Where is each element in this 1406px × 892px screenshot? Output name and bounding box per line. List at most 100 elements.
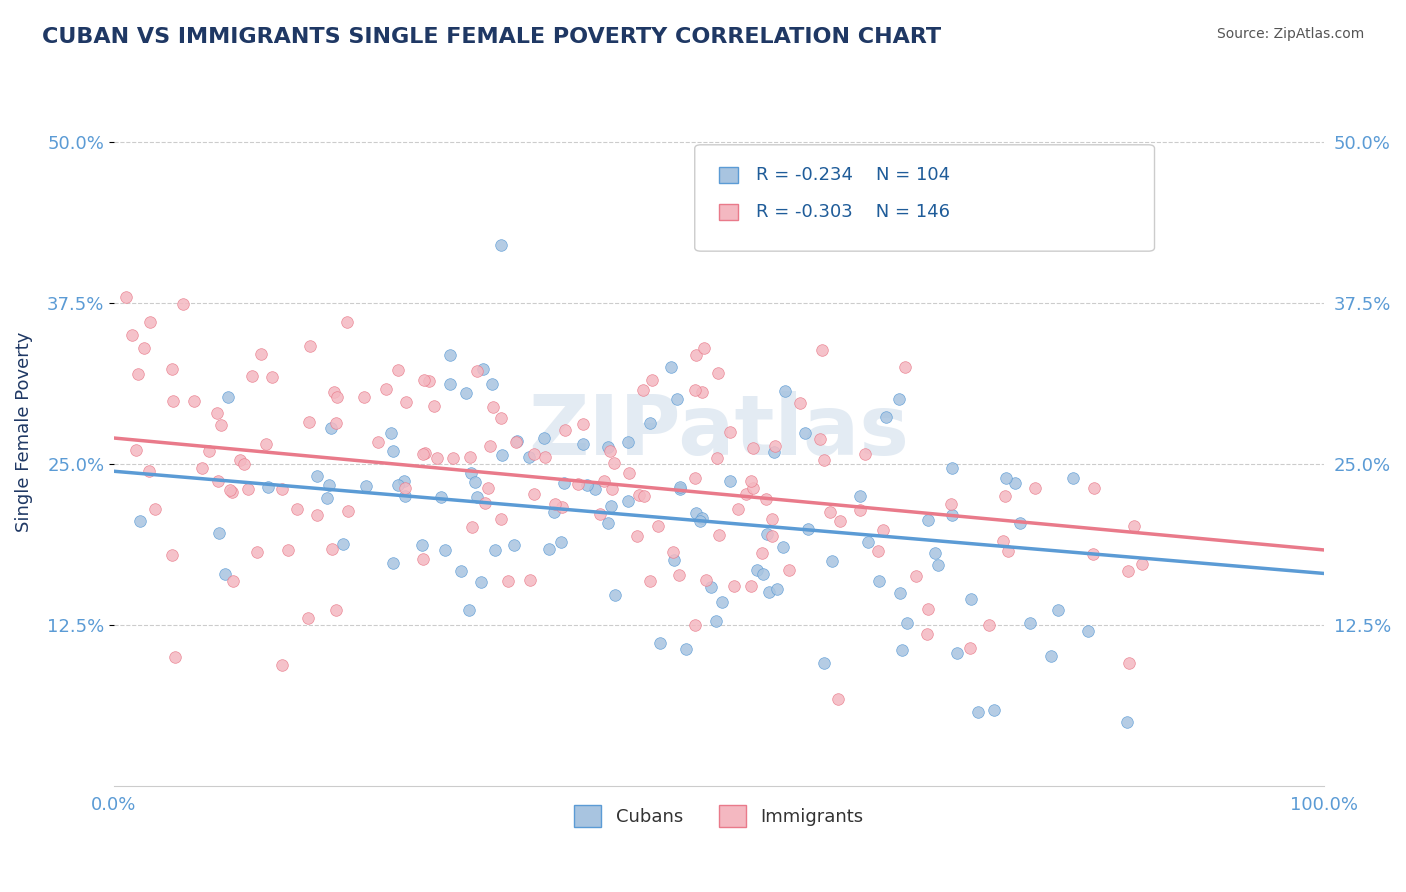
Immigrants [872,523,894,537]
Immigrants [183,394,205,409]
Immigrants [544,497,567,511]
Cubans [1062,471,1084,485]
Cubans [392,475,415,489]
Cubans [941,461,963,475]
Immigrants [441,451,464,466]
Immigrants [893,359,915,374]
Immigrants [323,384,346,399]
Immigrants [198,444,221,458]
Cubans [793,426,815,441]
Cubans [354,479,377,493]
Cubans [256,480,278,494]
Cubans [481,377,503,392]
Cubans [387,478,409,492]
Immigrants [811,343,834,357]
Immigrants [742,441,765,455]
Immigrants [418,374,440,388]
Cubans [465,491,488,505]
Immigrants [412,448,434,462]
Cubans [319,421,342,435]
Immigrants [866,544,889,558]
Cubans [380,425,402,440]
Immigrants [959,640,981,655]
Cubans [411,537,433,551]
Immigrants [554,423,576,437]
Immigrants [939,497,962,511]
Cubans [506,434,529,448]
Cubans [470,575,492,590]
Immigrants [240,369,263,384]
Immigrants [496,574,519,588]
Immigrants [458,450,481,464]
Immigrants [740,579,762,593]
Cubans [689,515,711,529]
Immigrants [626,528,648,542]
Immigrants [567,476,589,491]
Immigrants [190,460,212,475]
Immigrants [246,545,269,559]
Cubans [995,470,1018,484]
Immigrants [307,508,329,523]
Immigrants [426,450,449,465]
Immigrants [221,484,243,499]
Immigrants [683,471,706,485]
Immigrants [125,442,148,457]
Immigrants [297,611,319,625]
Immigrants [367,435,389,450]
Immigrants [325,416,347,430]
Immigrants [143,502,166,516]
Immigrants [139,315,162,329]
Immigrants [489,511,512,525]
Immigrants [693,341,716,355]
FancyBboxPatch shape [695,145,1154,252]
Cubans [758,585,780,599]
Text: CUBAN VS IMMIGRANTS SINGLE FEMALE POVERTY CORRELATION CHART: CUBAN VS IMMIGRANTS SINGLE FEMALE POVERT… [42,27,941,46]
Immigrants [994,489,1017,503]
Immigrants [904,568,927,582]
Immigrants [412,551,434,566]
Cubans [889,392,911,406]
Cubans [927,558,949,572]
Immigrants [353,390,375,404]
Immigrants [685,348,707,362]
Immigrants [706,450,728,465]
Immigrants [249,347,271,361]
Immigrants [695,574,717,588]
Cubans [941,508,963,522]
Immigrants [299,339,322,353]
Cubans [460,466,482,480]
Cubans [690,511,713,525]
Immigrants [481,400,503,414]
Cubans [433,542,456,557]
Cubans [638,416,661,430]
Immigrants [467,363,489,377]
Immigrants [337,503,360,517]
Cubans [318,478,340,492]
Text: ZIPatlas: ZIPatlas [529,392,910,473]
Cubans [890,643,912,657]
Cubans [491,448,513,462]
Immigrants [742,482,765,496]
Cubans [772,540,794,554]
FancyBboxPatch shape [718,168,738,183]
Immigrants [617,466,640,480]
Cubans [502,538,524,552]
Cubans [665,392,688,406]
Cubans [332,537,354,551]
Immigrants [127,367,149,381]
Cubans [699,580,721,594]
Immigrants [818,505,841,519]
Immigrants [115,290,138,304]
Text: R = -0.234    N = 104: R = -0.234 N = 104 [756,166,950,185]
Cubans [766,582,789,596]
Immigrants [138,464,160,478]
Cubans [538,542,561,557]
Cubans [848,489,870,503]
Immigrants [599,444,621,458]
Cubans [439,377,461,392]
Cubans [821,554,844,568]
Cubans [471,361,494,376]
Immigrants [709,528,731,542]
Immigrants [1123,518,1146,533]
Immigrants [761,512,783,526]
